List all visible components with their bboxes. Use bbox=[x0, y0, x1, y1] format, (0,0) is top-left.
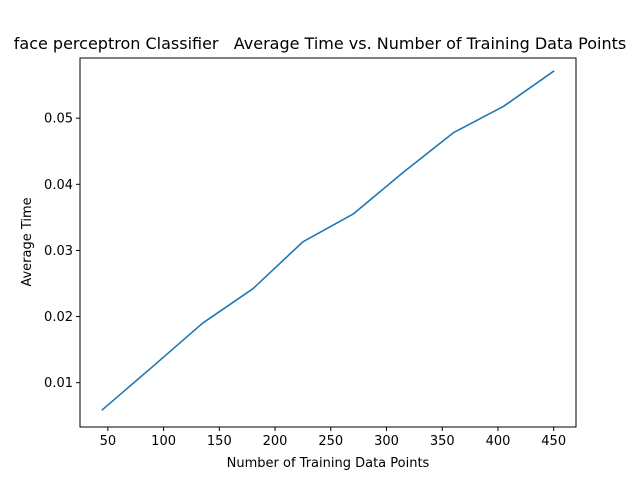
x-tick-label: 300 bbox=[374, 434, 399, 449]
x-axis: 50 100 150 200 250 300 350 400 450 bbox=[100, 427, 566, 449]
x-tick-label: 150 bbox=[207, 434, 232, 449]
y-axis: 0.01 0.02 0.03 0.04 0.05 bbox=[44, 112, 80, 391]
chart-title: face perceptron Classifier Average Time … bbox=[14, 34, 626, 53]
x-tick-label: 400 bbox=[486, 434, 511, 449]
y-tick-label: 0.01 bbox=[44, 376, 73, 391]
x-tick-label: 350 bbox=[430, 434, 455, 449]
x-tick-label: 250 bbox=[318, 434, 343, 449]
x-tick-label: 50 bbox=[100, 434, 117, 449]
x-axis-label: Number of Training Data Points bbox=[227, 456, 430, 471]
axes-frame bbox=[79, 57, 577, 428]
x-tick-label: 450 bbox=[541, 434, 566, 449]
plot-area bbox=[101, 70, 555, 411]
y-tick-label: 0.03 bbox=[44, 244, 73, 259]
x-tick-label: 100 bbox=[151, 434, 176, 449]
y-tick-label: 0.05 bbox=[44, 112, 73, 127]
y-axis-label: Average Time bbox=[20, 197, 35, 286]
y-tick-label: 0.04 bbox=[44, 178, 73, 193]
y-tick-label: 0.02 bbox=[44, 310, 73, 325]
series-line bbox=[101, 70, 555, 411]
x-tick-label: 200 bbox=[263, 434, 288, 449]
